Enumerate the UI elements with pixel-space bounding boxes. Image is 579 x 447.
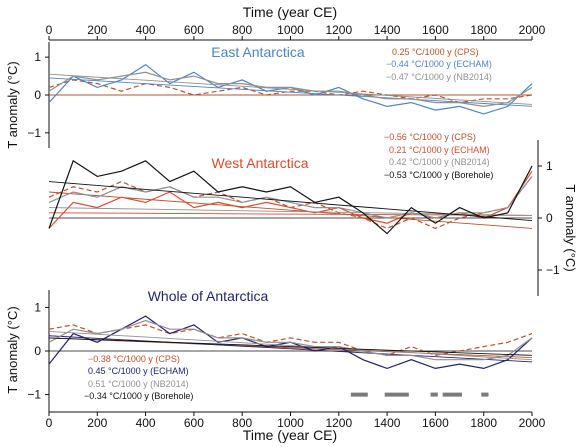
x-tick-label: 1000 xyxy=(277,23,304,37)
x-tick-label: 1600 xyxy=(422,416,449,430)
west-trend-nb2014: 0.42 °C/1000 y (NB2014) xyxy=(389,157,490,167)
y-tick-label: −1 xyxy=(546,263,560,277)
whole-antarctica-panel: −1 0 1 xyxy=(27,290,533,412)
whole-antarctica-title: Whole of Antarctica xyxy=(148,288,269,304)
x-tick-label: 2000 xyxy=(519,23,546,37)
x-tick-label: 800 xyxy=(232,416,252,430)
y-tick-label: 0 xyxy=(34,344,41,358)
west-trend-borehole: −0.53 °C/1000 y (Borehole) xyxy=(384,170,493,180)
series-line-nb2014 xyxy=(48,71,533,108)
west-antarctica-panel: −1 0 1 xyxy=(48,140,560,296)
trend-line-echam xyxy=(48,77,533,107)
x-tick-label: 1800 xyxy=(470,416,497,430)
whole-trend-echam: 0.45 °C/1000 y (ECHAM) xyxy=(88,366,189,376)
whole-trend-nb2014: 0.51 °C/1000 y (NB2014) xyxy=(88,379,189,389)
x-tick-label: 200 xyxy=(87,416,107,430)
x-tick-label: 1800 xyxy=(470,23,497,37)
east-y-axis-label: T anomaly (°C) xyxy=(5,61,20,148)
y-tick-label: −1 xyxy=(27,388,41,402)
bottom-x-axis: 0 200 400 600 800 1000 1200 1400 1600 1800 2000 xyxy=(46,411,546,430)
x-tick-label: 1400 xyxy=(374,23,401,37)
x-tick-label: 1000 xyxy=(277,416,304,430)
trend-line-borehole xyxy=(48,181,533,222)
series-line-cps xyxy=(48,79,533,104)
west-trend-echam: 0.21 °C/1000 y (ECHAM) xyxy=(389,145,490,155)
whole-y-axis-label: T anomaly (°C) xyxy=(5,306,20,393)
x-tick-label: 1400 xyxy=(374,416,401,430)
x-tick-label: 2000 xyxy=(519,416,546,430)
trend-line-nb2014 xyxy=(48,330,533,361)
whole-trend-cps: −0.38 °C/1000 y (CPS) xyxy=(88,354,180,364)
bottom-x-axis-label: Time (year CE) xyxy=(243,427,337,443)
y-tick-label: 1 xyxy=(546,159,553,173)
x-tick-label: 1200 xyxy=(325,416,352,430)
east-antarctica-panel: −1 0 1 xyxy=(27,42,533,148)
y-tick-label: 0 xyxy=(546,211,553,225)
y-tick-label: 1 xyxy=(34,300,41,314)
x-tick-label: 0 xyxy=(46,23,53,37)
x-tick-label: 200 xyxy=(87,23,107,37)
y-tick-label: 1 xyxy=(34,50,41,64)
x-tick-label: 400 xyxy=(136,416,156,430)
x-tick-label: 0 xyxy=(46,416,53,430)
x-tick-label: 800 xyxy=(232,23,252,37)
top-x-axis-label: Time (year CE) xyxy=(243,4,337,20)
east-trend-echam: −0.44 °C/1000 y (ECHAM) xyxy=(386,59,492,69)
trend-line-echam xyxy=(48,335,533,363)
west-antarctica-title: West Antarctica xyxy=(211,155,308,171)
trend-line-nb2014 xyxy=(48,73,533,105)
top-x-axis: 0 200 400 600 800 1000 1200 1400 1600 1800 2000 xyxy=(46,23,546,41)
y-tick-label: 0 xyxy=(34,88,41,102)
x-tick-label: 600 xyxy=(184,416,204,430)
series-line-nb2014 xyxy=(48,319,533,361)
west-y-axis-label: T anomaly (°C) xyxy=(563,184,578,271)
east-trend-nb2014: −0.47 °C/1000 y (NB2014) xyxy=(386,72,492,82)
east-trend-cps: 0.25 °C/1000 y (CPS) xyxy=(392,47,479,57)
x-tick-label: 1600 xyxy=(422,23,449,37)
series-line-borehole xyxy=(48,159,533,235)
whole-trend-borehole: −0.34 °C/1000 y (Borehole) xyxy=(84,391,193,401)
west-trend-cps: −0.56 °C/1000 y (CPS) xyxy=(384,132,476,142)
east-antarctica-title: East Antarctica xyxy=(211,44,305,60)
y-tick-label: −1 xyxy=(27,126,41,140)
trend-line-cps xyxy=(48,191,533,229)
trend-line-borehole xyxy=(48,337,533,356)
x-tick-label: 600 xyxy=(184,23,204,37)
x-tick-label: 400 xyxy=(136,23,156,37)
x-tick-label: 1200 xyxy=(325,23,352,37)
